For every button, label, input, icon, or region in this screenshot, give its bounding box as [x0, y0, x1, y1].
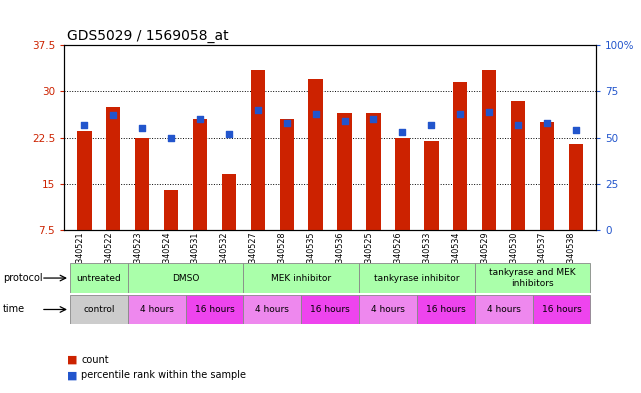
- Text: GSM1340522: GSM1340522: [104, 232, 113, 285]
- Point: [484, 108, 494, 115]
- Point: [542, 119, 552, 126]
- Point: [570, 127, 581, 133]
- Text: GDS5029 / 1569058_at: GDS5029 / 1569058_at: [67, 29, 229, 43]
- Text: GSM1340523: GSM1340523: [133, 232, 142, 285]
- Bar: [308, 79, 323, 230]
- Point: [369, 116, 379, 122]
- Point: [397, 129, 408, 135]
- Point: [195, 116, 205, 122]
- Text: tankyrase and MEK
inhibitors: tankyrase and MEK inhibitors: [489, 268, 576, 288]
- Bar: [453, 82, 467, 230]
- Bar: [366, 113, 381, 230]
- Point: [310, 110, 320, 117]
- Point: [455, 110, 465, 117]
- Bar: [424, 141, 438, 230]
- Point: [224, 131, 234, 137]
- Text: GSM1340530: GSM1340530: [509, 232, 518, 285]
- Bar: [569, 144, 583, 230]
- Text: GSM1340533: GSM1340533: [422, 232, 431, 285]
- Point: [166, 134, 176, 141]
- Bar: [222, 174, 236, 230]
- Bar: [70, 263, 128, 293]
- Text: GSM1340537: GSM1340537: [538, 232, 547, 285]
- Bar: [70, 295, 128, 324]
- Text: GSM1340538: GSM1340538: [567, 232, 576, 285]
- Text: tankyrase inhibitor: tankyrase inhibitor: [374, 274, 460, 283]
- Text: GSM1340525: GSM1340525: [365, 232, 374, 285]
- Text: GSM1340527: GSM1340527: [249, 232, 258, 285]
- Bar: [475, 295, 533, 324]
- Bar: [77, 131, 92, 230]
- Text: 16 hours: 16 hours: [426, 305, 465, 314]
- Bar: [164, 190, 178, 230]
- Point: [426, 121, 437, 128]
- Text: GSM1340531: GSM1340531: [191, 232, 200, 285]
- Text: MEK inhibitor: MEK inhibitor: [271, 274, 331, 283]
- Point: [340, 118, 350, 124]
- Point: [253, 107, 263, 113]
- Bar: [244, 263, 359, 293]
- Text: 16 hours: 16 hours: [195, 305, 235, 314]
- Bar: [359, 295, 417, 324]
- Bar: [359, 263, 475, 293]
- Text: GSM1340534: GSM1340534: [451, 232, 460, 285]
- Bar: [395, 138, 410, 230]
- Text: GSM1340521: GSM1340521: [76, 232, 85, 285]
- Text: DMSO: DMSO: [172, 274, 199, 283]
- Text: GSM1340526: GSM1340526: [394, 232, 403, 285]
- Text: protocol: protocol: [3, 273, 43, 283]
- Bar: [337, 113, 352, 230]
- Text: 4 hours: 4 hours: [255, 305, 289, 314]
- Point: [137, 125, 147, 131]
- Point: [281, 119, 292, 126]
- Bar: [106, 107, 121, 230]
- Bar: [475, 263, 590, 293]
- Text: 4 hours: 4 hours: [371, 305, 405, 314]
- Text: 4 hours: 4 hours: [487, 305, 520, 314]
- Point: [513, 121, 523, 128]
- Text: time: time: [3, 305, 26, 314]
- Point: [108, 112, 119, 119]
- Bar: [193, 119, 207, 230]
- Text: 4 hours: 4 hours: [140, 305, 174, 314]
- Text: GSM1340532: GSM1340532: [220, 232, 229, 285]
- Text: GSM1340528: GSM1340528: [278, 232, 287, 285]
- Bar: [251, 70, 265, 230]
- Text: ■: ■: [67, 354, 78, 365]
- Bar: [185, 295, 244, 324]
- Bar: [540, 122, 554, 230]
- Bar: [482, 70, 496, 230]
- Text: untreated: untreated: [76, 274, 121, 283]
- Text: percentile rank within the sample: percentile rank within the sample: [81, 370, 246, 380]
- Point: [79, 121, 90, 128]
- Bar: [128, 295, 185, 324]
- Bar: [301, 295, 359, 324]
- Bar: [279, 119, 294, 230]
- Text: GSM1340529: GSM1340529: [480, 232, 489, 285]
- Text: GSM1340524: GSM1340524: [162, 232, 171, 285]
- Text: GSM1340536: GSM1340536: [336, 232, 345, 285]
- Bar: [511, 101, 525, 230]
- Text: control: control: [83, 305, 115, 314]
- Bar: [135, 138, 149, 230]
- Bar: [244, 295, 301, 324]
- Text: GSM1340535: GSM1340535: [306, 232, 315, 285]
- Bar: [533, 295, 590, 324]
- Bar: [128, 263, 244, 293]
- Text: 16 hours: 16 hours: [310, 305, 350, 314]
- Bar: [417, 295, 475, 324]
- Text: count: count: [81, 354, 109, 365]
- Text: 16 hours: 16 hours: [542, 305, 581, 314]
- Text: ■: ■: [67, 370, 78, 380]
